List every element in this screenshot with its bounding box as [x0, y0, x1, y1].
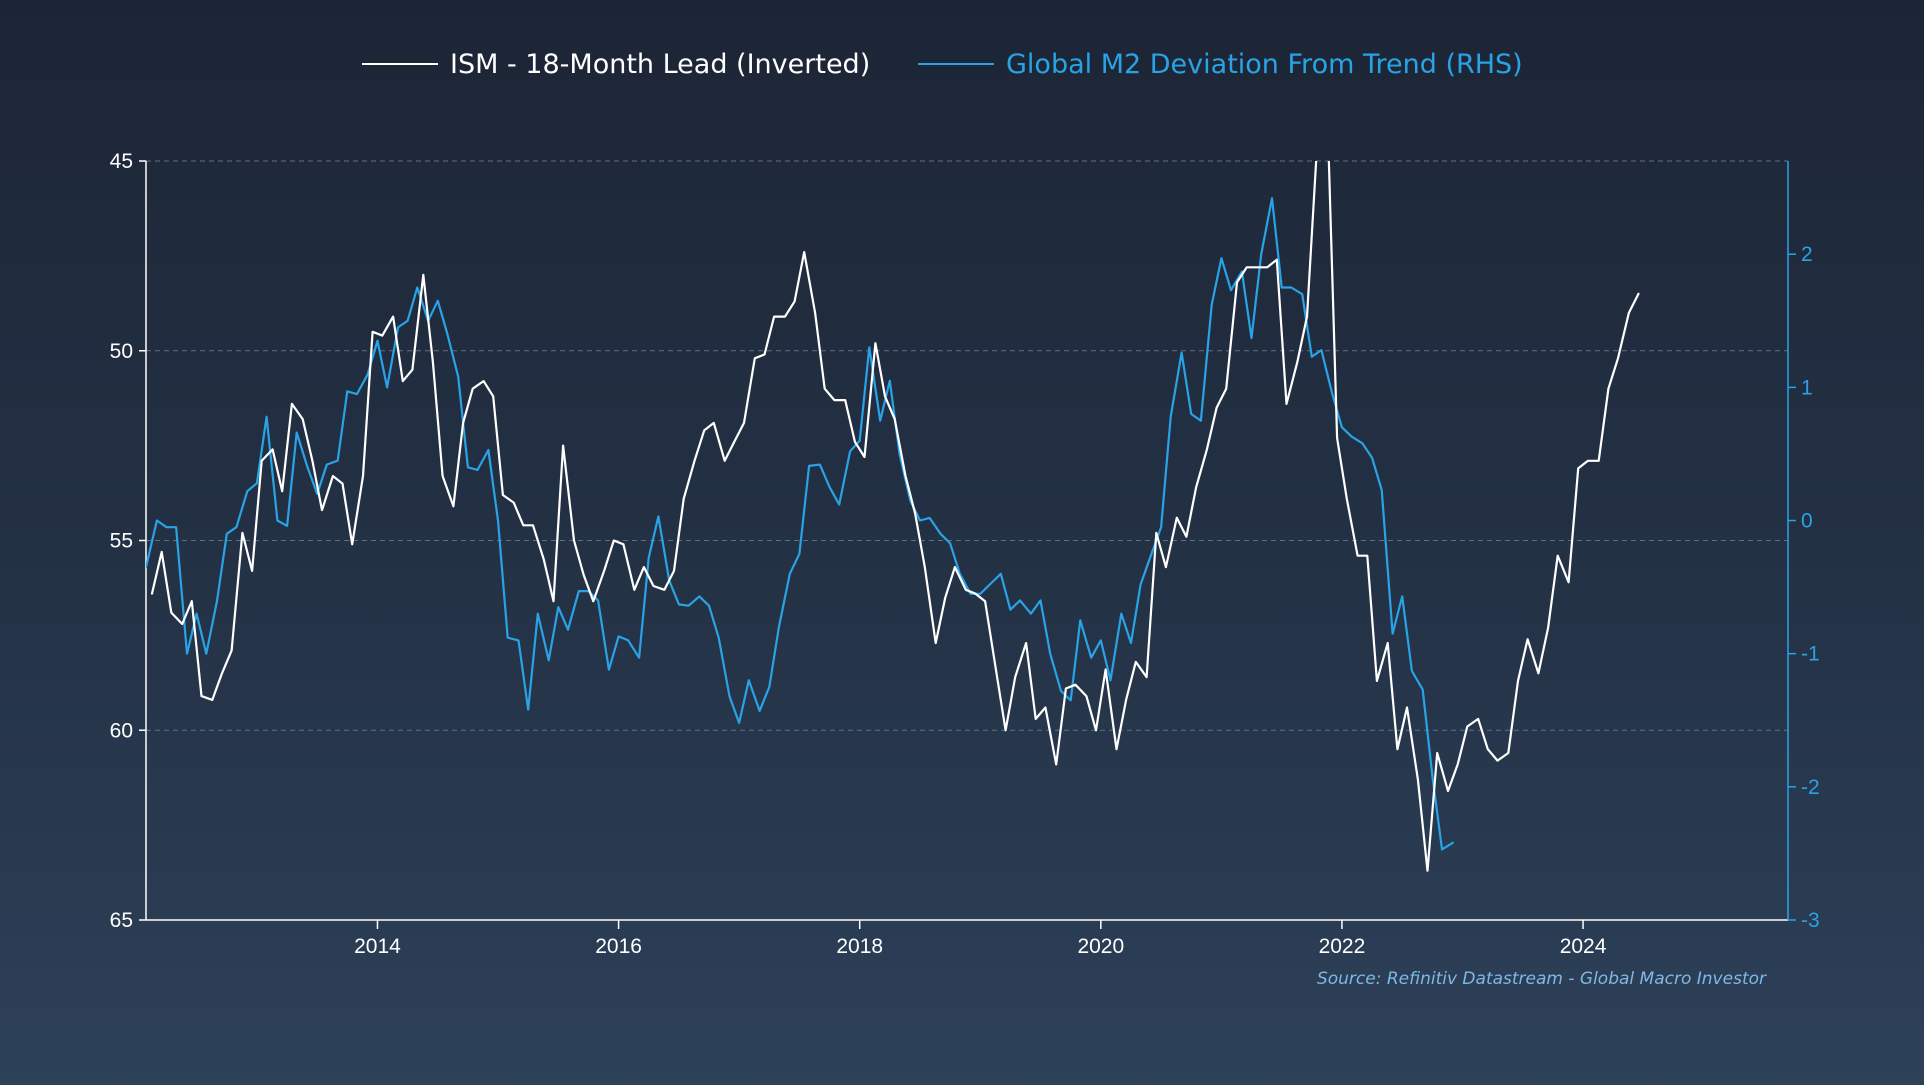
series-group: [146, 161, 1640, 872]
source-note: Source: Refinitiv Datastream - Global Ma…: [1317, 969, 1767, 989]
x-tick-label: 2016: [595, 935, 642, 958]
x-tick-label: 2024: [1560, 935, 1607, 958]
x-tick-label: 2018: [836, 935, 883, 958]
legend: ISM - 18-Month Lead (Inverted) Global M2 …: [362, 49, 1523, 80]
y-right-tick-label: -2: [1801, 776, 1820, 799]
axes: 45 50 55 60 65 2 1 0 -1 -2 -3 2014 2016 2018 2020 2022 2…: [110, 150, 1820, 958]
y-left-tick-label: 45: [110, 150, 133, 173]
y-right-tick-label: -3: [1801, 909, 1820, 932]
x-tick-label: 2020: [1077, 935, 1124, 958]
legend-label: Global M2 Deviation From Trend (RHS): [1006, 49, 1523, 80]
x-tick-label: 2014: [354, 935, 401, 958]
y-right-tick-label: 2: [1801, 243, 1813, 266]
y-left-tick-label: 55: [110, 530, 133, 553]
legend-label: ISM - 18-Month Lead (Inverted): [450, 49, 870, 80]
y-left-tick-label: 50: [110, 340, 133, 363]
m2-series-line: [146, 197, 1454, 851]
y-right-tick-label: 0: [1801, 510, 1813, 533]
gridlines: [146, 160, 1788, 731]
ism-series-line: [150, 161, 1640, 872]
y-right-tick-label: 1: [1801, 376, 1813, 399]
y-left-tick-label: 60: [110, 719, 133, 742]
y-left-tick-label: 65: [110, 909, 133, 932]
y-right-tick-label: -1: [1801, 643, 1820, 666]
x-tick-label: 2022: [1319, 935, 1366, 958]
